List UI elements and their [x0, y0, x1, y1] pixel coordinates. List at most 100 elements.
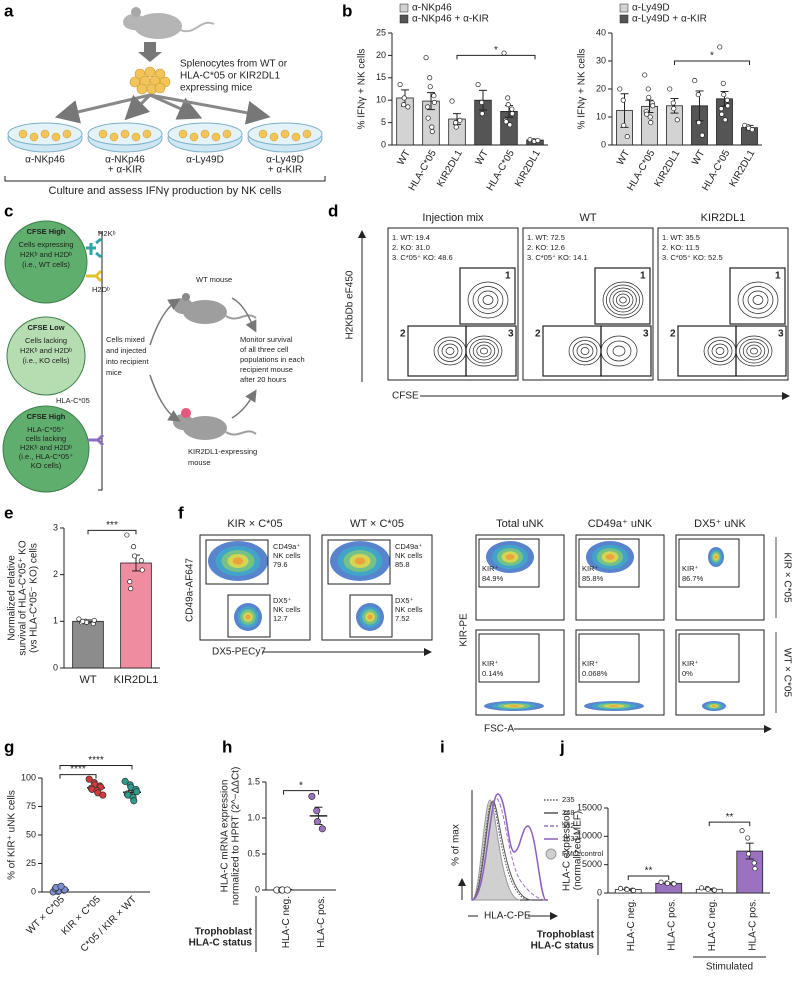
gate	[227, 594, 271, 638]
data-point	[725, 103, 731, 109]
dish-label: α-Ly49D	[266, 155, 304, 166]
gate	[678, 633, 740, 683]
axis-label: DX5-PECy7	[212, 647, 266, 658]
gate	[327, 539, 391, 585]
data-point	[711, 887, 718, 893]
x-tick-label: KIR2DL1	[513, 148, 543, 189]
x-tick-label: KIR2DL1	[114, 674, 159, 686]
data-point	[671, 881, 677, 887]
mouse-icon	[123, 7, 215, 39]
sig-bracket	[87, 529, 137, 535]
axes	[611, 33, 762, 146]
y-tick-label: 25	[26, 858, 36, 868]
cell	[120, 129, 130, 139]
gate-stat: 3. C*05⁺ KO: 14.1	[527, 253, 588, 262]
legend-label: FMO control	[562, 849, 604, 858]
y-tick-label: 40	[596, 27, 606, 37]
gate	[205, 539, 269, 585]
x-tick-label: WT	[615, 148, 632, 167]
source-text: Splenocytes from WT or	[180, 59, 288, 70]
gate-text: 12.7	[273, 614, 288, 623]
data-point	[401, 95, 407, 101]
y-tick-label: 1.5	[247, 776, 260, 786]
data-point	[138, 558, 144, 564]
sig-bracket	[59, 774, 97, 779]
data-point	[722, 117, 728, 123]
gate-number: 1	[505, 271, 511, 282]
population-text: HLA-C*05⁺	[27, 425, 65, 434]
y-axis-label: HLA-C mRNA expression	[220, 780, 231, 893]
x-tick-label: HLA-C pos.	[666, 899, 677, 951]
cell	[109, 132, 119, 142]
cell-cluster	[129, 66, 171, 95]
contour	[441, 343, 459, 359]
population-title: CFSE Low	[27, 323, 64, 332]
arrow	[149, 374, 181, 422]
data-point	[425, 104, 431, 110]
sig-bracket	[674, 60, 750, 65]
plot-title: Injection mix	[422, 212, 484, 224]
data-point	[664, 880, 671, 886]
cell	[200, 129, 210, 139]
flow-plot	[657, 227, 789, 381]
y-tick-label: 3	[53, 522, 58, 532]
data-point	[80, 618, 86, 624]
y-tick-label: 15	[376, 72, 386, 82]
gate-text: DX5⁺	[395, 596, 414, 605]
cell	[98, 129, 108, 139]
density	[354, 557, 366, 565]
data-point	[85, 775, 93, 783]
data-point	[630, 887, 637, 894]
y-axis-label: Normalized relative	[7, 555, 18, 641]
data-point	[696, 120, 702, 126]
data-point	[99, 791, 107, 799]
group-label: Trophoblast	[537, 930, 595, 941]
contour	[742, 341, 766, 361]
density	[605, 554, 615, 560]
contour	[707, 340, 733, 362]
data-point	[318, 825, 326, 833]
cell-population	[4, 220, 88, 304]
axis-label: % of max	[451, 824, 462, 866]
data-point	[692, 78, 698, 84]
gate-number: 1	[640, 271, 646, 282]
contour	[600, 335, 638, 367]
data-point	[509, 106, 515, 112]
panel-label: c	[4, 201, 13, 220]
gate	[578, 538, 640, 588]
cell	[291, 132, 301, 142]
panel-label: i	[440, 737, 445, 756]
contour	[476, 344, 492, 358]
panel-label: g	[4, 737, 14, 756]
y-tick-label: 5	[381, 117, 386, 127]
wt-mouse-icon	[173, 293, 257, 324]
bar	[72, 620, 104, 669]
data-point	[720, 80, 726, 86]
data-point	[745, 851, 752, 857]
contour	[482, 295, 494, 305]
h2d-icon	[86, 269, 103, 283]
data-point	[745, 835, 751, 841]
contour	[612, 345, 626, 357]
contour	[747, 290, 769, 310]
y-tick-label: 100	[21, 772, 36, 782]
density	[714, 555, 718, 559]
legend-swatch	[399, 3, 409, 13]
population-title: CFSE High	[27, 227, 66, 236]
gate	[678, 538, 740, 588]
fmo-curve	[471, 799, 521, 901]
contour	[750, 347, 758, 355]
y-tick-label: 10	[596, 111, 606, 121]
y-axis-label: (vs HLA-C*05⁻ KO) cells	[29, 543, 40, 653]
y-tick-label: 1	[53, 616, 58, 626]
axis-label: CD49a-AF647	[185, 558, 196, 622]
legend-label: 235	[562, 795, 575, 804]
sig-bracket	[627, 875, 670, 880]
mix-text: into recipient	[106, 357, 149, 366]
data-point	[449, 98, 455, 104]
gate-label: KIR⁺	[682, 659, 699, 668]
y-tick-label: 75	[26, 801, 36, 811]
sig-label: **	[645, 866, 653, 877]
flow-plot	[575, 629, 665, 716]
y-tick-label: 15000	[577, 802, 602, 812]
